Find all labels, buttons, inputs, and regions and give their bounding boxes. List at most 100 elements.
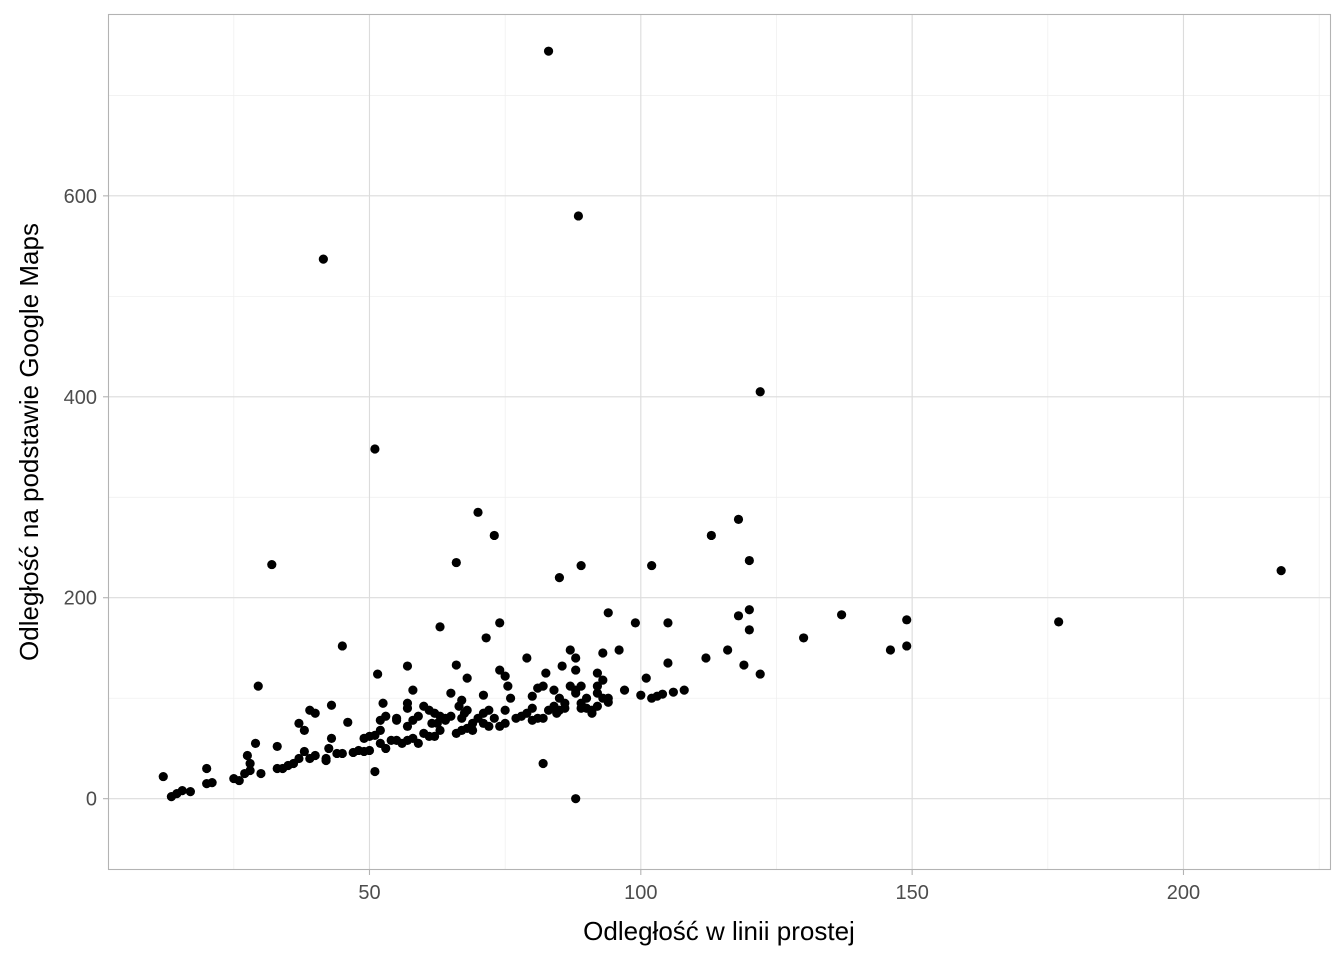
data-point	[484, 721, 494, 731]
data-point	[576, 681, 586, 691]
y-tick-label: 400	[64, 387, 97, 409]
data-point	[435, 725, 445, 735]
data-point	[592, 681, 603, 691]
data-point	[668, 687, 678, 697]
data-point	[1054, 617, 1064, 627]
data-points	[158, 46, 1286, 804]
data-point	[565, 645, 575, 655]
data-point	[378, 698, 388, 708]
x-tick-label: 150	[895, 882, 928, 904]
data-point	[641, 673, 651, 683]
data-point	[603, 697, 613, 707]
data-point	[462, 673, 472, 683]
data-point	[744, 605, 754, 615]
data-point	[902, 615, 912, 625]
data-point	[495, 665, 505, 675]
data-point	[576, 560, 586, 571]
data-point	[432, 718, 442, 728]
data-point	[310, 708, 320, 718]
data-point	[598, 675, 608, 685]
data-point	[253, 681, 263, 691]
data-point	[799, 633, 809, 643]
data-point	[549, 685, 559, 695]
y-tick-label: 200	[64, 588, 97, 610]
data-point	[324, 743, 334, 754]
data-point	[679, 685, 689, 695]
data-point	[326, 700, 337, 710]
x-tick-label: 50	[358, 882, 380, 904]
data-point	[573, 211, 584, 221]
data-point	[245, 765, 255, 776]
data-point	[321, 753, 331, 764]
data-point	[543, 46, 554, 56]
data-point	[481, 633, 491, 643]
data-point	[430, 731, 440, 741]
data-point	[489, 530, 499, 541]
data-point	[755, 387, 765, 397]
data-point	[177, 786, 187, 796]
data-point	[250, 738, 261, 749]
data-point	[636, 690, 646, 700]
grid-lines	[109, 15, 1330, 869]
data-point	[294, 718, 304, 728]
data-point	[538, 713, 548, 723]
data-point	[402, 721, 413, 731]
data-point	[185, 787, 195, 797]
data-point	[500, 718, 510, 728]
data-point	[343, 717, 353, 727]
data-point	[158, 771, 168, 782]
x-tick-label: 200	[1167, 882, 1200, 904]
data-point	[370, 444, 380, 454]
data-point	[744, 555, 754, 566]
data-point	[614, 645, 624, 655]
data-point	[554, 573, 565, 583]
data-point	[630, 618, 640, 628]
data-point	[723, 645, 733, 655]
y-tick-label: 0	[86, 789, 97, 811]
data-point	[538, 681, 548, 691]
data-point	[902, 641, 912, 651]
data-point	[484, 705, 494, 715]
data-point	[473, 507, 483, 517]
data-point	[256, 768, 266, 779]
data-point	[663, 658, 673, 668]
data-point	[739, 660, 749, 670]
data-point	[402, 698, 413, 708]
data-point	[663, 618, 673, 628]
data-point	[560, 703, 570, 713]
data-point	[392, 713, 402, 723]
data-point	[733, 611, 744, 621]
data-point	[619, 685, 630, 695]
data-point	[326, 733, 337, 743]
data-point	[500, 671, 510, 681]
data-point	[299, 746, 309, 757]
data-point	[413, 711, 423, 721]
data-point	[885, 645, 896, 655]
data-point	[557, 661, 567, 671]
data-point	[451, 660, 461, 670]
data-point	[478, 690, 489, 700]
data-point	[272, 741, 282, 752]
data-point	[467, 725, 478, 735]
data-point	[207, 777, 217, 788]
data-point	[202, 763, 212, 774]
x-axis-title: Odległość w linii prostej	[583, 916, 855, 946]
data-point	[370, 766, 380, 777]
data-point	[505, 693, 516, 703]
data-point	[234, 775, 244, 786]
data-point	[701, 653, 711, 663]
data-point	[457, 695, 467, 705]
data-point	[242, 750, 252, 761]
plot-panel-border	[107, 13, 1332, 871]
data-point	[571, 665, 581, 675]
y-tick-label: 600	[64, 186, 97, 208]
data-point	[603, 608, 613, 618]
data-point	[500, 705, 510, 715]
data-point	[413, 738, 423, 749]
data-point	[527, 703, 537, 713]
data-point	[245, 758, 255, 769]
data-point	[598, 648, 608, 658]
data-point	[310, 750, 320, 761]
data-point	[408, 685, 418, 695]
